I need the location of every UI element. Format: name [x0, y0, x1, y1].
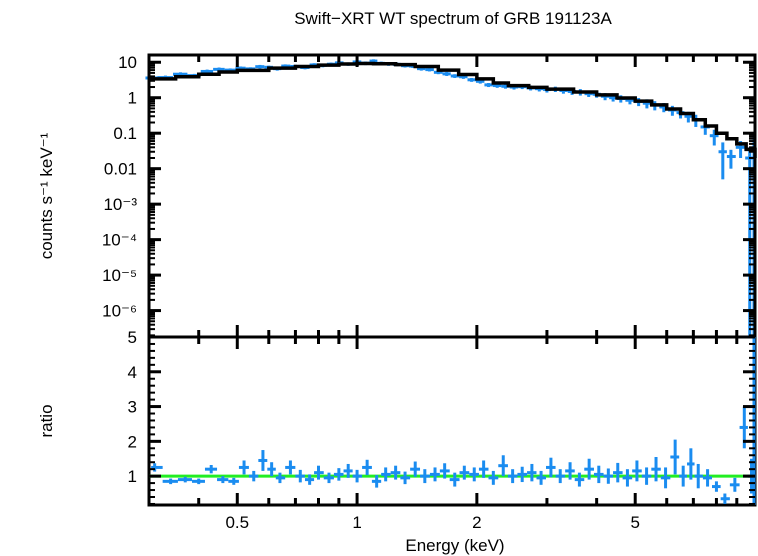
spectrum-data-point [484, 82, 493, 88]
ratio-data-point [258, 450, 268, 471]
ratio-data-point [574, 472, 585, 487]
ratio-data-point [670, 439, 680, 475]
ratio-data-point [527, 463, 537, 482]
ratio-data-point [603, 468, 614, 484]
y-tick-label: 0.1 [113, 124, 137, 143]
ratio-data-point [352, 469, 363, 483]
y-tick-label: 10⁻³ [103, 195, 137, 214]
y-tick-label: 0.01 [104, 160, 137, 179]
ratio-data-point [420, 469, 430, 484]
y-axis-label-spectrum: counts s⁻¹ keV⁻¹ [37, 132, 56, 259]
ratio-data-point [517, 466, 528, 483]
y-tick-label: 10 [118, 53, 137, 72]
ratio-data-point [613, 462, 623, 483]
ratio-data-point [593, 465, 604, 484]
ratio-data-point [362, 459, 372, 476]
ratio-data-point [679, 465, 688, 487]
ratio-data-point [720, 493, 730, 504]
ratio-data-point [660, 467, 671, 489]
ratio-data-point [651, 457, 661, 482]
ratio-data-point [400, 471, 411, 485]
spectrum-data-point [442, 72, 451, 76]
ratio-panel: 0.5 1 2 5 1 2 3 4 5 [128, 328, 756, 532]
spectrum-panel: 10 1 0.1 0.01 10⁻³ 10⁻⁴ 10⁻⁵ 10⁻⁶ [102, 53, 757, 507]
y-tick-label: 3 [128, 398, 137, 417]
ratio-data-point [267, 462, 276, 477]
y-tick-label: 10⁻⁵ [102, 266, 137, 285]
ratio-data-point [584, 458, 594, 480]
ratio-data-point [151, 463, 163, 472]
x-axis-label: Energy (keV) [405, 536, 504, 555]
ratio-data-point [459, 465, 470, 480]
ratio-data-point [555, 469, 566, 484]
ratio-data-point [488, 470, 499, 485]
ratio-data-point [632, 460, 642, 482]
x-tick-label: 2 [472, 513, 481, 532]
spectrum-data-point [467, 77, 476, 82]
ratio-data-point [228, 477, 239, 485]
y-tick-label: 5 [128, 328, 137, 347]
ratio-data-point [565, 462, 575, 480]
spectrum-data-point [709, 129, 719, 146]
ratio-data-point [381, 467, 391, 482]
ratio-data-point [177, 476, 192, 483]
ratio-data-point [217, 476, 229, 484]
y-tick-label: 10⁻⁶ [102, 302, 137, 321]
ratio-data-point [314, 465, 324, 480]
y-axis-label-ratio: ratio [37, 404, 56, 437]
ratio-data-point [439, 463, 450, 479]
ratio-data-point [469, 467, 479, 482]
spectrum-data-point [726, 149, 736, 169]
ratio-data-point [478, 460, 489, 478]
ratio-data-point [275, 472, 286, 484]
ratio-data-point [191, 478, 205, 485]
y-tick-label: 1 [128, 89, 137, 108]
plot-frame [147, 53, 757, 507]
ratio-data-point [545, 457, 556, 478]
ratio-data-point [687, 448, 695, 480]
ratio-data-point [333, 468, 344, 481]
ratio-data-point [712, 481, 721, 492]
ratio-data-point [238, 460, 249, 475]
ratio-data-point [729, 477, 740, 492]
ratio-data-point [248, 470, 259, 482]
y-tick-label: 10⁻⁴ [102, 231, 137, 250]
ratio-data-point [204, 465, 218, 474]
ratio-data-point [622, 469, 633, 487]
ratio-data-point [641, 467, 652, 485]
x-tick-label: 1 [352, 513, 361, 532]
chart-title: Swift−XRT WT spectrum of GRB 191123A [294, 9, 612, 28]
ratio-data-point [410, 461, 421, 477]
y-tick-label: 2 [128, 432, 137, 451]
spectrum-data-point [425, 67, 434, 72]
ratio-data-point [507, 469, 518, 484]
ratio-data-point [343, 463, 353, 478]
x-tick-label: 0.5 [225, 513, 249, 532]
ratio-data-point [498, 455, 508, 477]
y-tick-label: 1 [128, 467, 137, 486]
ratio-data-point [371, 475, 382, 488]
y-tick-label: 4 [128, 363, 137, 382]
model-line [149, 61, 757, 158]
ratio-data-point [295, 469, 305, 483]
spectrum-data-point [718, 142, 727, 180]
ratio-data-point [449, 472, 460, 487]
ratio-data-point [285, 460, 296, 475]
ratio-data-point [162, 478, 178, 485]
ratio-data-point [323, 472, 334, 484]
ratio-data-point [429, 467, 440, 482]
ratio-data-point [694, 463, 703, 489]
ratio-data-point [304, 474, 315, 485]
spectrum-data-point [255, 64, 265, 69]
ratio-data-point [536, 470, 546, 485]
ratio-data-point [390, 465, 401, 480]
ratio-data-point [702, 469, 713, 487]
x-tick-label: 5 [630, 513, 639, 532]
